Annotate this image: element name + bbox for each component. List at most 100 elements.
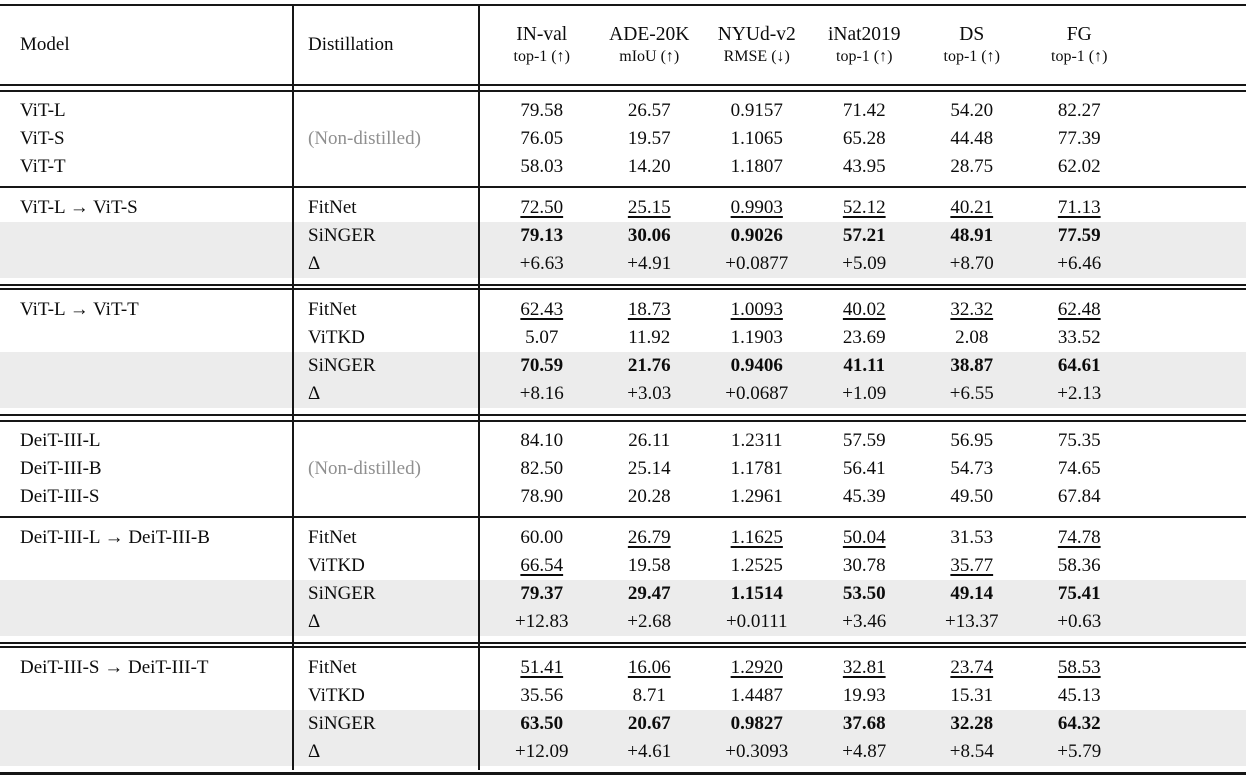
value-cell: 71.13 xyxy=(1026,197,1134,219)
value-cell: 64.61 xyxy=(1026,355,1134,377)
method-cell: SiNGER xyxy=(292,222,478,250)
distillation-cell: (Non-distilled) xyxy=(292,125,478,153)
method-cell: ViTKD xyxy=(292,552,478,580)
value-cell: +4.87 xyxy=(811,741,919,763)
metric-value: +8.16 xyxy=(519,383,564,404)
metric-value: 84.10 xyxy=(520,430,564,451)
model-cell xyxy=(0,710,292,738)
metric-value-best: 1.1514 xyxy=(730,583,783,604)
table-row: ViTKD 5.07 11.92 1.1903 23.69 2.08 33.52 xyxy=(0,324,1246,352)
method-cell: FitNet xyxy=(292,524,478,552)
header-distillation: Distillation xyxy=(292,6,478,84)
table-row: Δ +8.16 +3.03 +0.0687 +1.09 +6.55 +2.13 xyxy=(0,380,1246,408)
value-cell: 1.1625 xyxy=(703,527,811,549)
metric-value-runner-up: 58.53 xyxy=(1057,657,1101,678)
metric-value: 82.27 xyxy=(1057,100,1101,121)
metric-value: +6.63 xyxy=(519,253,564,274)
table-row: ViT-S (Non-distilled) 76.05 19.57 1.1065 65.2… xyxy=(0,125,1246,153)
metric-value: 58.36 xyxy=(1057,555,1101,576)
value-cell: 30.06 xyxy=(596,225,704,247)
value-cell: 44.48 xyxy=(918,128,1026,150)
table-group-0: ViT-L 79.58 26.57 0.9157 71.42 54.20 82.27 ViT-… xyxy=(0,92,1246,186)
value-cell: 40.02 xyxy=(811,299,919,321)
header-ds-metric: top-1 (↑) xyxy=(943,48,1000,65)
metric-value: 76.05 xyxy=(520,128,564,149)
metric-value: +0.0877 xyxy=(725,253,789,274)
value-cell: 45.13 xyxy=(1026,685,1134,707)
metric-value: +4.61 xyxy=(627,741,672,762)
metric-value: 19.58 xyxy=(627,555,671,576)
value-cell: 1.2961 xyxy=(703,486,811,508)
model-cell: ViT-L → ViT-S xyxy=(0,194,292,222)
metric-value: 56.41 xyxy=(842,458,886,479)
value-cell: 74.65 xyxy=(1026,458,1134,480)
value-cell: +6.46 xyxy=(1026,253,1134,275)
value-cell: +12.83 xyxy=(488,611,596,633)
table-group-2: ViT-L → ViT-T FitNet 62.43 18.73 1.0093 40.02… xyxy=(0,290,1246,414)
metric-value: 30.78 xyxy=(842,555,886,576)
metric-value-runner-up: 72.50 xyxy=(520,197,564,218)
header-inat2019-label: iNat2019 xyxy=(827,24,901,45)
table-row: SiNGER 70.59 21.76 0.9406 41.11 38.87 64.61 xyxy=(0,352,1246,380)
metric-value: 23.69 xyxy=(842,327,886,348)
value-cell: 79.13 xyxy=(488,225,596,247)
metric-value: 78.90 xyxy=(520,486,564,507)
group-separator-rule xyxy=(0,186,1246,188)
value-cell: 45.39 xyxy=(811,486,919,508)
table-row: ViT-L → ViT-T FitNet 62.43 18.73 1.0093 40.02… xyxy=(0,296,1246,324)
value-cell: 32.28 xyxy=(918,713,1026,735)
metric-value: 65.28 xyxy=(842,128,886,149)
group-separator-rule xyxy=(0,642,1246,648)
metric-value: +6.55 xyxy=(949,383,994,404)
header-ds: DS top-1 (↑) xyxy=(918,23,1026,67)
value-cell: 1.1807 xyxy=(703,156,811,178)
model-pair-label: DeiT-III-S → DeiT-III-T xyxy=(20,657,209,678)
table-row: SiNGER 79.13 30.06 0.9026 57.21 48.91 77.59 xyxy=(0,222,1246,250)
metric-value: 14.20 xyxy=(627,156,671,177)
value-cell: 43.95 xyxy=(811,156,919,178)
right-margin xyxy=(1133,580,1246,608)
value-cell: +3.46 xyxy=(811,611,919,633)
value-cell: +0.0687 xyxy=(703,383,811,405)
method-label: FitNet xyxy=(308,527,357,548)
distillation-cell xyxy=(292,427,478,455)
value-cell: 1.4487 xyxy=(703,685,811,707)
metric-value: 49.50 xyxy=(950,486,994,507)
metric-value: +13.37 xyxy=(945,611,999,632)
model-cell: ViT-L xyxy=(0,97,292,125)
value-cell: 56.95 xyxy=(918,430,1026,452)
value-cell: 32.81 xyxy=(811,657,919,679)
model-cell xyxy=(0,552,292,580)
value-cell: 57.21 xyxy=(811,225,919,247)
value-cell: +0.0877 xyxy=(703,253,811,275)
metric-value-best: 0.9026 xyxy=(730,225,783,246)
metric-value: +8.70 xyxy=(949,253,994,274)
metric-value: 62.02 xyxy=(1057,156,1101,177)
value-cell: 19.93 xyxy=(811,685,919,707)
metric-value-runner-up: 1.0093 xyxy=(730,299,783,320)
metric-value-best: 64.32 xyxy=(1057,713,1101,734)
right-margin xyxy=(1133,608,1246,636)
metric-value: +3.03 xyxy=(627,383,672,404)
right-margin xyxy=(1133,682,1246,710)
method-cell: SiNGER xyxy=(292,710,478,738)
metric-value: 1.2961 xyxy=(730,486,783,507)
right-margin xyxy=(1133,380,1246,408)
distillation-cell: (Non-distilled) xyxy=(292,455,478,483)
table-top-rule xyxy=(0,4,1246,6)
value-cell: 1.2525 xyxy=(703,555,811,577)
value-cell: 62.48 xyxy=(1026,299,1134,321)
value-cell: +6.63 xyxy=(488,253,596,275)
value-cell: 40.21 xyxy=(918,197,1026,219)
value-cell: 60.00 xyxy=(488,527,596,549)
value-cell: +2.13 xyxy=(1026,383,1134,405)
value-cell: +4.61 xyxy=(596,741,704,763)
value-cell: 78.90 xyxy=(488,486,596,508)
method-label: SiNGER xyxy=(308,225,376,246)
distillation-column-separator xyxy=(478,6,480,770)
metric-value: 1.1065 xyxy=(730,128,783,149)
table-row: DeiT-III-B (Non-distilled) 82.50 25.14 1.178… xyxy=(0,455,1246,483)
metric-value: +12.83 xyxy=(515,611,569,632)
method-label: SiNGER xyxy=(308,355,376,376)
model-cell: DeiT-III-L xyxy=(0,427,292,455)
